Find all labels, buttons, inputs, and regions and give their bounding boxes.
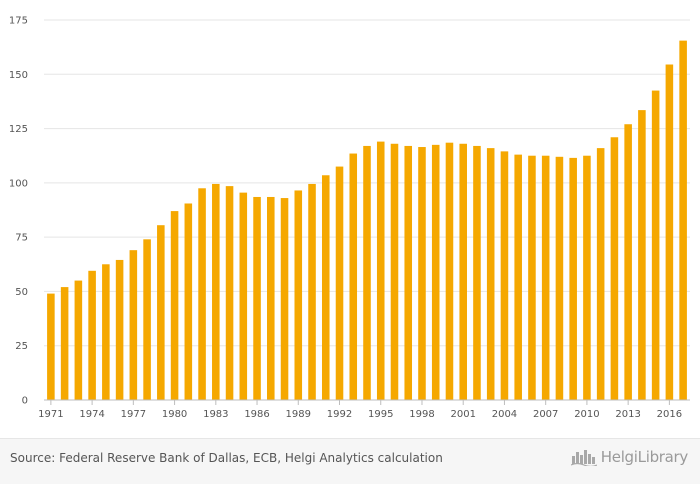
bar-1996 bbox=[390, 143, 399, 400]
brand-name: HelgiLibrary bbox=[600, 448, 689, 466]
bar-1977 bbox=[129, 250, 138, 400]
x-tick-label: 1986 bbox=[244, 409, 269, 420]
bar-1971 bbox=[47, 293, 55, 400]
bar-1988 bbox=[280, 198, 289, 400]
y-tick-label: 50 bbox=[15, 287, 28, 298]
source-note: Source: Federal Reserve Bank of Dallas, … bbox=[10, 451, 443, 465]
brand-logo: HelgiLibrary bbox=[570, 448, 689, 466]
y-axis-ticks: 0 25 50 75 100 125 150 175 bbox=[9, 16, 28, 407]
y-tick-label: 175 bbox=[9, 16, 28, 27]
footer: Source: Federal Reserve Bank of Dallas, … bbox=[0, 438, 700, 484]
bar-2004 bbox=[500, 151, 509, 400]
bar-2017 bbox=[679, 40, 687, 400]
bar-1976 bbox=[115, 259, 124, 400]
bar-1979 bbox=[157, 225, 165, 400]
bar-1991 bbox=[321, 175, 330, 400]
y-tick-label: 150 bbox=[9, 70, 28, 81]
x-tick-label: 2004 bbox=[492, 409, 517, 420]
bar-1974 bbox=[88, 270, 96, 400]
bar-2011 bbox=[596, 148, 605, 400]
bar-1983 bbox=[212, 183, 220, 400]
bar-2012 bbox=[610, 137, 619, 400]
bar-1985 bbox=[239, 192, 248, 400]
x-tick-label: 1980 bbox=[162, 409, 187, 420]
x-tick-label: 2001 bbox=[450, 409, 475, 420]
bar-1981 bbox=[184, 203, 193, 400]
city-skyline-icon bbox=[570, 450, 597, 466]
bar-2002 bbox=[473, 145, 481, 400]
bar-1994 bbox=[363, 145, 371, 400]
x-tick-label: 1998 bbox=[409, 409, 434, 420]
bar-2001 bbox=[459, 143, 467, 400]
x-tick-label: 1989 bbox=[286, 409, 311, 420]
bar-2003 bbox=[486, 148, 495, 400]
x-tick-label: 2013 bbox=[615, 409, 640, 420]
bar-2015 bbox=[651, 90, 660, 401]
bar-1980 bbox=[170, 211, 179, 400]
bar-1978 bbox=[143, 239, 151, 400]
x-tick-label: 1995 bbox=[368, 409, 393, 420]
bar-2007 bbox=[541, 155, 550, 400]
bars bbox=[47, 40, 687, 401]
y-tick-label: 0 bbox=[22, 396, 28, 407]
bar-1990 bbox=[308, 183, 316, 400]
bar-2009 bbox=[569, 157, 577, 400]
bar-1989 bbox=[294, 190, 303, 400]
bar-1973 bbox=[74, 280, 83, 400]
bar-2013 bbox=[624, 124, 632, 400]
bar-1984 bbox=[225, 186, 234, 400]
y-tick-label: 100 bbox=[9, 178, 28, 189]
x-tick-label: 1992 bbox=[327, 409, 352, 420]
bar-2016 bbox=[665, 64, 674, 400]
bar-1998 bbox=[418, 147, 426, 400]
bar-2005 bbox=[514, 154, 522, 400]
bar-1993 bbox=[349, 153, 358, 400]
bar-2000 bbox=[445, 142, 454, 400]
x-tick-label: 1977 bbox=[121, 409, 146, 420]
x-tick-label: 1983 bbox=[203, 409, 228, 420]
bar-2008 bbox=[555, 156, 564, 400]
bar-2010 bbox=[583, 155, 591, 400]
bar-1995 bbox=[376, 141, 385, 400]
x-tick-label: 2007 bbox=[533, 409, 558, 420]
bar-1987 bbox=[267, 196, 275, 400]
x-tick-label: 2010 bbox=[574, 409, 599, 420]
bar-2014 bbox=[638, 110, 646, 400]
bar-1997 bbox=[404, 145, 413, 400]
bar-1999 bbox=[431, 144, 440, 400]
bar-1986 bbox=[253, 196, 261, 400]
y-tick-label: 25 bbox=[15, 341, 28, 352]
x-tick-label: 1971 bbox=[38, 409, 63, 420]
x-axis-ticks: 1971 1974 1977 1980 1983 1986 1989 1992 1995 1998… bbox=[38, 400, 682, 420]
bar-2006 bbox=[528, 155, 536, 400]
bar-1972 bbox=[60, 287, 69, 400]
x-tick-label: 2016 bbox=[657, 409, 682, 420]
y-tick-label: 75 bbox=[15, 233, 28, 244]
y-tick-label: 125 bbox=[9, 124, 28, 135]
x-tick-label: 1974 bbox=[79, 409, 104, 420]
bar-chart: 0 25 50 75 100 125 150 175 1971 1974 1977 1980 1983… bbox=[9, 16, 690, 420]
bar-1982 bbox=[198, 188, 206, 400]
bar-1992 bbox=[335, 166, 344, 400]
bar-1975 bbox=[102, 264, 110, 400]
